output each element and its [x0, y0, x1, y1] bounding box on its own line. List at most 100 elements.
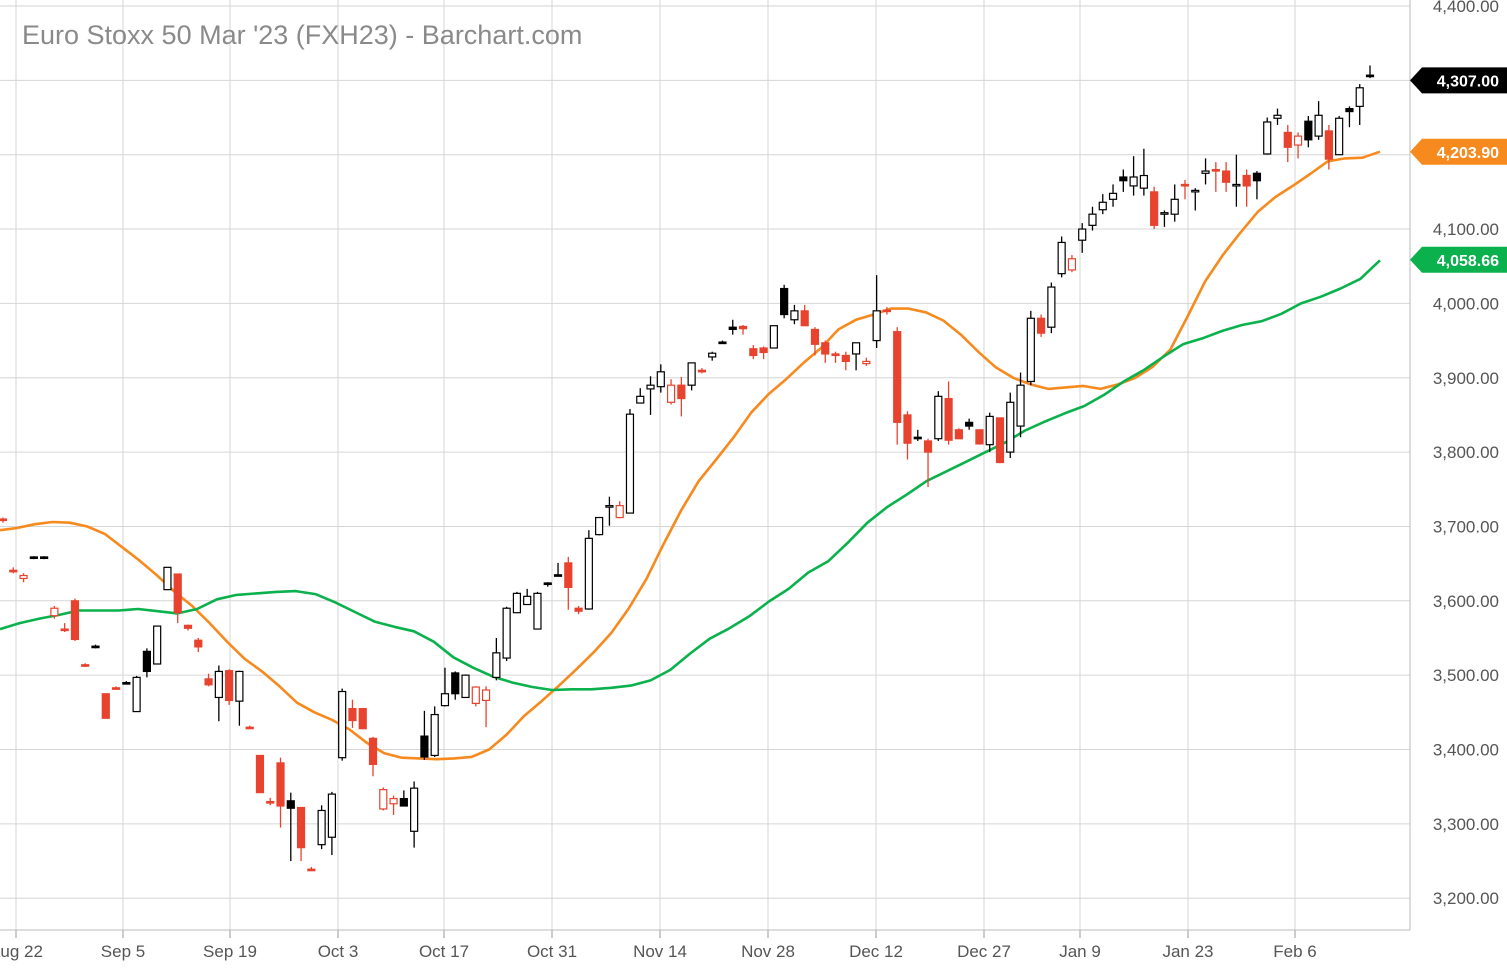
candle-body: [1283, 131, 1292, 148]
candle: [697, 368, 707, 374]
candle-body: [769, 325, 778, 349]
candle: [800, 304, 809, 327]
candle: [738, 324, 748, 335]
candle: [1191, 188, 1200, 211]
candle: [934, 391, 943, 441]
candle: [831, 351, 840, 363]
candle: [163, 566, 172, 591]
candle-body: [70, 600, 80, 641]
candle-body: [1150, 191, 1159, 226]
candle-body: [245, 726, 254, 730]
candle: [595, 516, 604, 536]
candle: [1139, 148, 1148, 196]
candle: [625, 408, 635, 514]
candle: [481, 686, 491, 728]
candle: [307, 866, 316, 872]
candle-body: [1293, 135, 1303, 146]
candle-body: [1016, 384, 1025, 427]
candle: [985, 412, 994, 453]
x-tick-label: Aug 22: [0, 942, 43, 961]
candle-body: [913, 436, 922, 440]
candle: [245, 725, 254, 730]
candle: [214, 665, 223, 722]
candle-body: [841, 354, 850, 362]
candle-body: [163, 566, 172, 591]
candle-body: [399, 797, 408, 807]
candle: [903, 411, 912, 460]
candle-body: [235, 670, 244, 702]
ma-slow-badge: 4,058.66: [1410, 246, 1507, 273]
candle: [225, 669, 234, 705]
candle: [1283, 124, 1292, 163]
candle: [944, 381, 953, 445]
candle-body: [348, 708, 357, 722]
candle: [1304, 116, 1313, 148]
candles: [0, 65, 1375, 872]
candle-body: [461, 674, 470, 699]
y-tick-label: 4,000.00: [1433, 294, 1499, 313]
candle-body: [1232, 183, 1241, 187]
candle-body: [553, 574, 563, 577]
candle: [954, 428, 963, 440]
candle-body: [430, 713, 439, 757]
chart-title: Euro Stoxx 50 Mar '23 (FXH23) - Barchart…: [22, 20, 582, 50]
candle: [153, 625, 162, 665]
last-price-badge-shape: [1410, 67, 1507, 94]
candle-body: [214, 670, 223, 699]
candle-body: [276, 762, 285, 807]
candle-body: [153, 625, 162, 665]
candle: [1324, 124, 1333, 170]
candle: [1067, 255, 1077, 273]
candle-body: [738, 325, 748, 330]
candle-body: [872, 310, 881, 342]
candle-body: [893, 331, 902, 423]
candle: [666, 379, 676, 405]
candle-body: [204, 678, 213, 686]
candle: [841, 351, 850, 371]
candle-body: [903, 414, 912, 444]
candle-body: [471, 686, 480, 705]
candle-body: [1170, 198, 1179, 215]
candle-body: [266, 800, 275, 804]
candle: [780, 284, 789, 319]
candle: [708, 351, 717, 361]
candle-body: [410, 787, 419, 832]
candle: [1273, 108, 1282, 125]
candle: [1078, 223, 1087, 253]
candle: [965, 418, 974, 430]
candle-body: [420, 735, 429, 758]
candle: [646, 376, 655, 415]
candle: [923, 438, 933, 488]
candle: [882, 307, 892, 315]
candle-body: [1304, 120, 1313, 141]
candle: [810, 327, 820, 356]
candle-body: [379, 789, 388, 810]
y-tick-label: 3,900.00: [1433, 369, 1499, 388]
candle: [1119, 169, 1128, 192]
candle-body: [40, 556, 49, 560]
candle: [50, 606, 59, 619]
candle-body: [677, 384, 686, 400]
x-tick-label: Sep 5: [101, 942, 145, 961]
x-tick-label: Jan 9: [1059, 942, 1101, 961]
candle: [183, 624, 193, 631]
candle-body: [19, 574, 28, 580]
x-tick-label: Dec 27: [957, 942, 1011, 961]
x-tick-label: Oct 3: [318, 942, 359, 961]
candle: [276, 757, 285, 828]
candle: [1180, 179, 1190, 200]
ma-fast-badge-shape: [1410, 138, 1507, 165]
candle-body: [142, 650, 151, 673]
candle: [1232, 154, 1241, 207]
candle: [1016, 372, 1025, 438]
candle-body: [1345, 108, 1354, 113]
candle-body: [1139, 174, 1148, 189]
candle-body: [492, 652, 501, 678]
x-tick-label: Nov 28: [741, 942, 795, 961]
candle-body: [1211, 168, 1220, 172]
candle: [1252, 171, 1262, 200]
candle-body: [523, 595, 532, 606]
candle: [687, 362, 696, 391]
candle-body: [338, 690, 347, 759]
candle-body: [1201, 170, 1210, 174]
